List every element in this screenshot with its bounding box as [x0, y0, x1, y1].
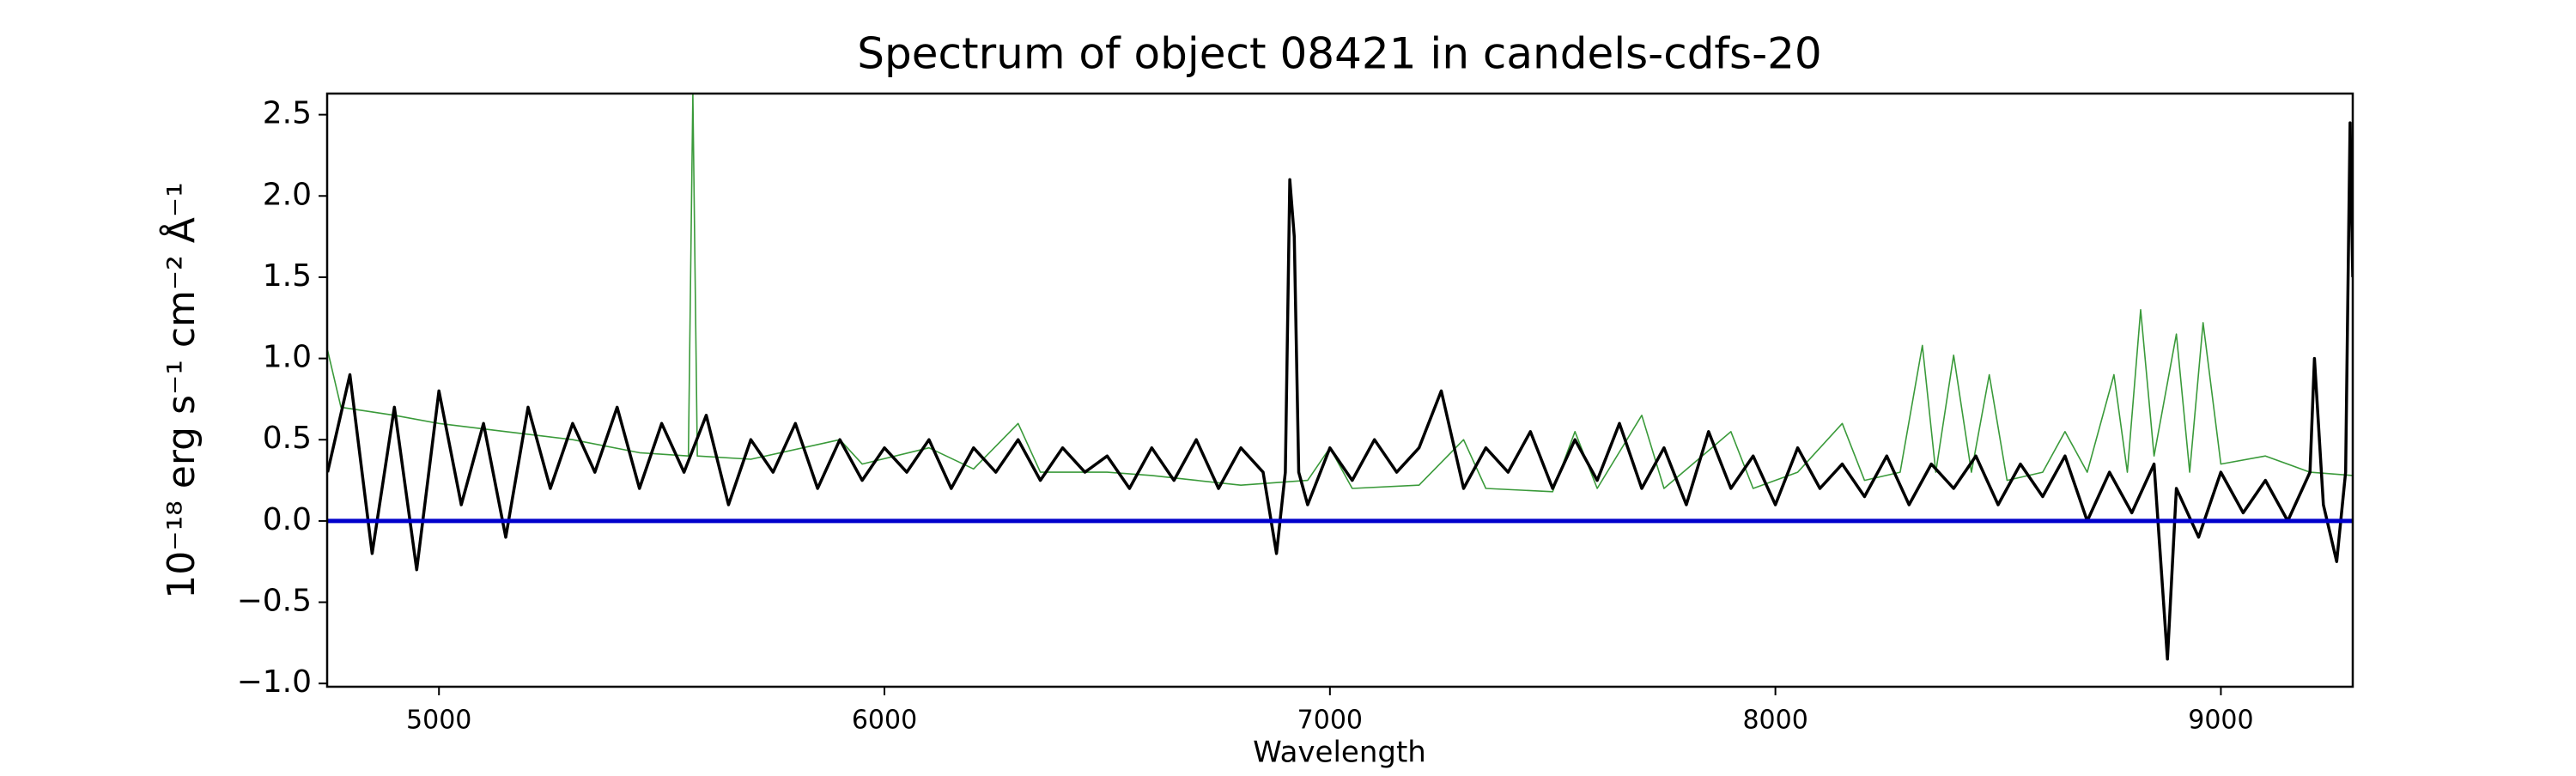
- y-tick-label: −1.0: [237, 664, 312, 700]
- y-tick-label: 2.0: [263, 177, 312, 212]
- y-tick-label: −0.5: [237, 584, 312, 619]
- x-tick-label: 8000: [1742, 706, 1807, 736]
- y-tick-label: 1.0: [263, 340, 312, 375]
- chart-title: Spectrum of object 08421 in candels-cdfs…: [857, 29, 1822, 79]
- spectrum-line: [327, 94, 2353, 493]
- y-tick-label: 1.5: [263, 258, 312, 294]
- y-tick-label: 2.5: [263, 96, 312, 131]
- x-tick-label: 5000: [406, 706, 471, 736]
- x-tick-label: 7000: [1297, 706, 1363, 736]
- y-tick-label: 0.5: [263, 421, 312, 456]
- x-tick-label: 9000: [2188, 706, 2253, 736]
- x-axis-label: Wavelength: [1253, 736, 1426, 770]
- x-tick-label: 6000: [852, 706, 917, 736]
- plot-area: [327, 94, 2353, 661]
- axes-frame: [325, 92, 2354, 688]
- y-tick-label: 0.0: [263, 502, 312, 537]
- spectrum-line: [327, 121, 2353, 661]
- y-axis-label: 10⁻¹⁸ erg s⁻¹ cm⁻² Å⁻¹: [158, 182, 204, 598]
